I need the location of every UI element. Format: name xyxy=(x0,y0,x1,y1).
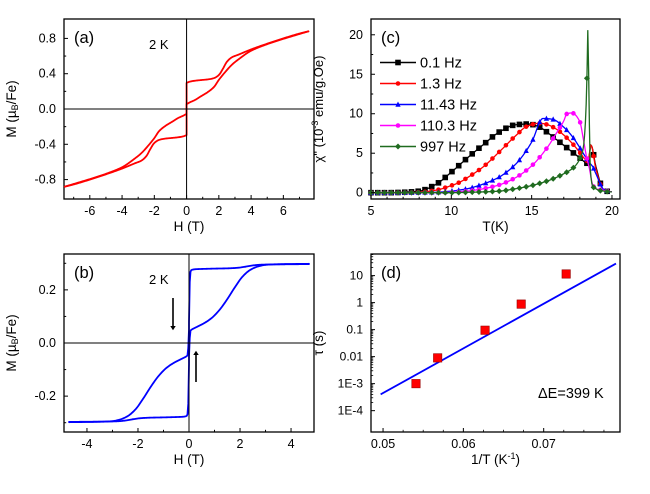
svg-text:0.06: 0.06 xyxy=(451,437,475,451)
svg-text:0.01: 0.01 xyxy=(340,350,364,364)
svg-text:1E-4: 1E-4 xyxy=(338,404,364,418)
svg-text:χ" (10-3 emu/g.Oe): χ" (10-3 emu/g.Oe) xyxy=(310,56,326,163)
svg-text:(a): (a) xyxy=(74,29,94,47)
svg-text:997 Hz: 997 Hz xyxy=(420,140,466,156)
svg-text:5: 5 xyxy=(368,204,375,218)
svg-text:(b): (b) xyxy=(74,264,94,282)
svg-text:0.4: 0.4 xyxy=(39,67,56,81)
svg-text:0.05: 0.05 xyxy=(371,437,395,451)
svg-text:τ (s): τ (s) xyxy=(311,331,326,356)
svg-text:20: 20 xyxy=(349,28,363,42)
svg-text:15: 15 xyxy=(349,67,363,81)
svg-text:H (T): H (T) xyxy=(174,219,205,234)
svg-text:-0.4: -0.4 xyxy=(34,137,56,151)
svg-text:1E-3: 1E-3 xyxy=(338,377,364,391)
svg-text:0: 0 xyxy=(356,186,363,200)
svg-text:10: 10 xyxy=(350,269,364,283)
svg-text:(c): (c) xyxy=(381,29,400,47)
svg-text:0: 0 xyxy=(183,204,190,218)
svg-text:0.8: 0.8 xyxy=(39,31,56,45)
svg-text:-4: -4 xyxy=(116,204,127,218)
svg-text:20: 20 xyxy=(605,204,619,218)
svg-text:6: 6 xyxy=(280,204,287,218)
svg-text:0.2: 0.2 xyxy=(39,283,56,297)
svg-text:ΔE=399 K: ΔE=399 K xyxy=(538,386,604,402)
svg-text:2 K: 2 K xyxy=(149,272,169,287)
svg-text:T(K): T(K) xyxy=(482,219,508,234)
svg-text:1.3 Hz: 1.3 Hz xyxy=(420,77,462,93)
svg-text:-0.2: -0.2 xyxy=(34,389,56,403)
svg-text:0.0: 0.0 xyxy=(39,102,56,116)
svg-text:4: 4 xyxy=(248,204,255,218)
svg-text:0.1 Hz: 0.1 Hz xyxy=(420,56,462,72)
svg-text:-4: -4 xyxy=(81,437,92,451)
svg-text:-0.8: -0.8 xyxy=(34,173,56,187)
svg-text:2: 2 xyxy=(237,437,244,451)
svg-text:1: 1 xyxy=(356,296,363,310)
svg-text:0: 0 xyxy=(186,437,193,451)
svg-text:10: 10 xyxy=(349,107,363,121)
svg-text:15: 15 xyxy=(525,204,539,218)
svg-text:2: 2 xyxy=(215,204,222,218)
svg-text:-6: -6 xyxy=(84,204,95,218)
svg-text:10: 10 xyxy=(444,204,458,218)
svg-text:4: 4 xyxy=(288,437,295,451)
svg-text:5: 5 xyxy=(356,146,363,160)
svg-text:110.3 Hz: 110.3 Hz xyxy=(420,119,477,135)
svg-text:(d): (d) xyxy=(381,264,401,282)
svg-text:0.0: 0.0 xyxy=(39,336,56,350)
svg-text:H (T): H (T) xyxy=(174,452,205,467)
svg-text:-2: -2 xyxy=(149,204,160,218)
svg-text:0.1: 0.1 xyxy=(346,323,363,337)
svg-text:0.07: 0.07 xyxy=(532,437,556,451)
svg-text:2 K: 2 K xyxy=(149,37,169,52)
svg-text:-2: -2 xyxy=(132,437,143,451)
svg-text:11.43 Hz: 11.43 Hz xyxy=(420,98,477,114)
